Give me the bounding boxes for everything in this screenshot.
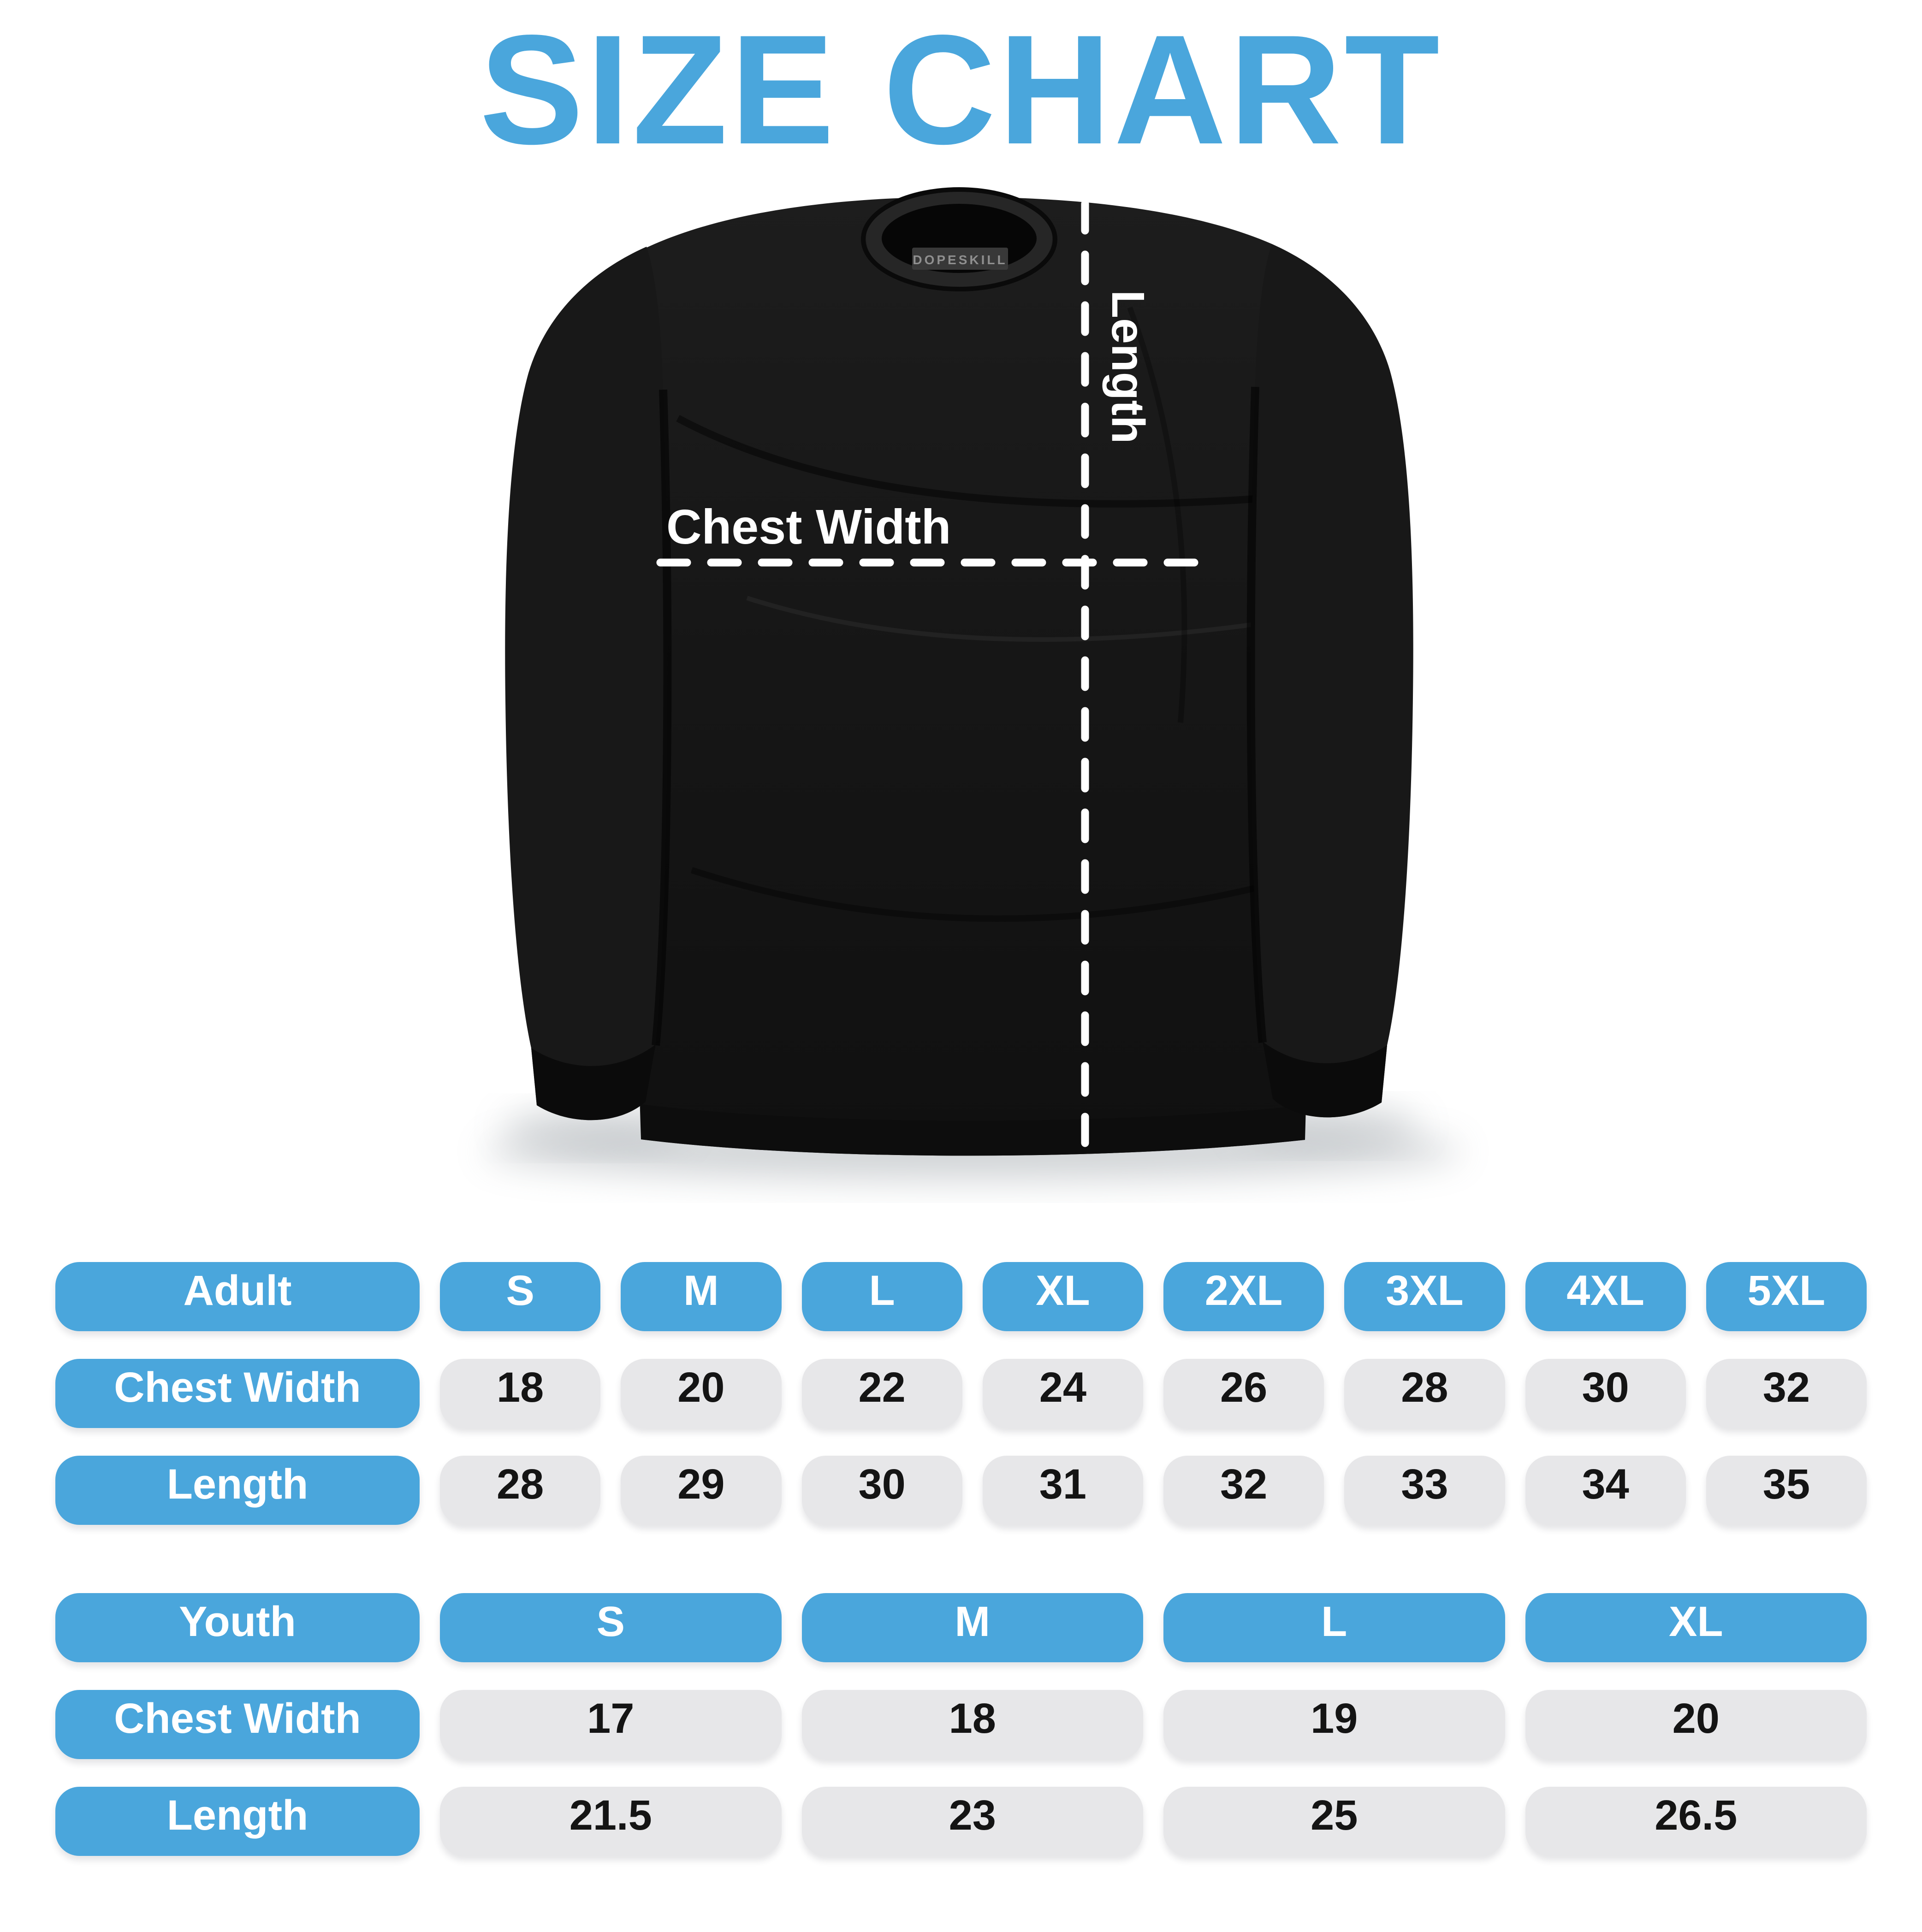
- size-value-cell: 28: [1344, 1358, 1505, 1428]
- size-header-cell: M: [621, 1262, 782, 1331]
- shirt-diagram-svg: DOPESKILL Chest Width Length: [484, 187, 1462, 1180]
- crease-line: [746, 595, 1278, 642]
- size-value-cell: 34: [1525, 1455, 1686, 1525]
- size-value-cell: 20: [1525, 1689, 1867, 1759]
- left-cuff: [531, 1044, 656, 1120]
- size-header-cell: XL: [1525, 1593, 1867, 1662]
- adult-header-row: Adult S M L XL 2XL 3XL 4XL 5XL: [55, 1262, 1867, 1331]
- size-value-cell: 30: [801, 1455, 962, 1525]
- left-sleeve: [505, 246, 668, 1120]
- youth-length-row: Length 21.5 23 25 26.5: [55, 1786, 1867, 1856]
- size-value-cell: 24: [982, 1358, 1143, 1428]
- youth-header-row: Youth S M L XL: [55, 1593, 1867, 1662]
- crease-line: [676, 415, 1287, 508]
- size-chart-page: SIZE CHART: [0, 10, 1922, 1856]
- size-value-cell: 25: [1163, 1786, 1505, 1856]
- size-value-cell: 21.5: [440, 1786, 782, 1856]
- size-value-cell: 17: [440, 1689, 782, 1759]
- length-line-label: Length: [1102, 290, 1154, 444]
- right-cuff: [1263, 1041, 1387, 1117]
- size-value-cell: 32: [1163, 1455, 1324, 1525]
- shirt-diagram: DOPESKILL Chest Width Length: [0, 169, 1922, 1230]
- row-label-cell: Chest Width: [55, 1358, 420, 1428]
- size-value-cell: 31: [982, 1455, 1143, 1525]
- size-value-cell: 26: [1163, 1358, 1324, 1428]
- collar-seam: [861, 187, 1057, 291]
- size-value-cell: 35: [1706, 1455, 1867, 1525]
- row-label-cell: Chest Width: [55, 1689, 420, 1759]
- brand-tag-label: DOPESKILL: [913, 253, 1007, 267]
- size-header-cell: L: [801, 1262, 962, 1331]
- size-value-cell: 29: [621, 1455, 782, 1525]
- size-value-cell: 26.5: [1525, 1786, 1867, 1856]
- size-header-cell: 4XL: [1525, 1262, 1686, 1331]
- right-sleeve: [1251, 243, 1413, 1117]
- adult-table-title-cell: Adult: [55, 1262, 420, 1331]
- size-header-cell: 2XL: [1163, 1262, 1324, 1331]
- size-value-cell: 33: [1344, 1455, 1505, 1525]
- chest-width-line-label: Chest Width: [666, 500, 951, 554]
- size-header-cell: M: [801, 1593, 1143, 1662]
- size-value-cell: 20: [621, 1358, 782, 1428]
- right-sleeve-inner-shadow: [1246, 386, 1267, 1043]
- youth-chest-width-row: Chest Width 17 18 19 20: [55, 1689, 1867, 1759]
- brand-tag: [912, 247, 1008, 270]
- size-value-cell: 32: [1706, 1358, 1867, 1428]
- youth-size-table: Youth S M L XL Chest Width 17 18 19 20 L…: [55, 1593, 1867, 1856]
- crease-line: [690, 867, 1292, 922]
- size-value-cell: 23: [801, 1786, 1143, 1856]
- size-value-cell: 18: [801, 1689, 1143, 1759]
- size-header-cell: XL: [982, 1262, 1143, 1331]
- size-header-cell: 5XL: [1706, 1262, 1867, 1331]
- size-header-cell: S: [440, 1593, 782, 1662]
- size-header-cell: L: [1163, 1593, 1505, 1662]
- size-value-cell: 22: [801, 1358, 962, 1428]
- size-value-cell: 18: [440, 1358, 601, 1428]
- page-title: SIZE CHART: [480, 2, 1442, 177]
- adult-length-row: Length 28 29 30 31 32 33 34 35: [55, 1455, 1867, 1525]
- adult-chest-width-row: Chest Width 18 20 22 24 26 28 30 32: [55, 1358, 1867, 1428]
- youth-table-title-cell: Youth: [55, 1593, 420, 1662]
- row-label-cell: Length: [55, 1786, 420, 1856]
- size-header-cell: 3XL: [1344, 1262, 1505, 1331]
- crease-line: [1127, 306, 1187, 723]
- size-value-cell: 19: [1163, 1689, 1505, 1759]
- adult-size-table: Adult S M L XL 2XL 3XL 4XL 5XL Chest Wid…: [55, 1262, 1867, 1525]
- size-header-cell: S: [440, 1262, 601, 1331]
- size-value-cell: 28: [440, 1455, 601, 1525]
- collar-band: [866, 188, 1052, 289]
- size-value-cell: 30: [1525, 1358, 1686, 1428]
- shirt-hem: [641, 1104, 1305, 1156]
- left-sleeve-inner-shadow: [652, 389, 672, 1046]
- row-label-cell: Length: [55, 1455, 420, 1525]
- shirt-body: [636, 196, 1309, 1156]
